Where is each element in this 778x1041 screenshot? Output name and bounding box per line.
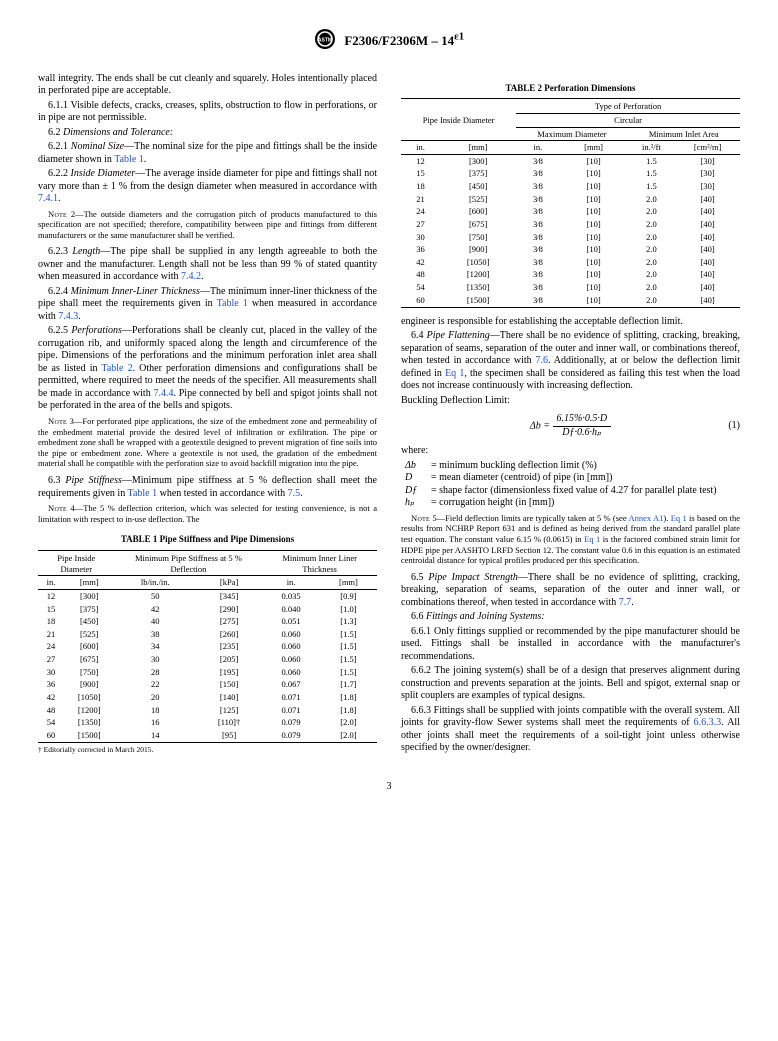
table2-title: TABLE 2 Perforation Dimensions <box>401 83 740 94</box>
designation-title: F2306/F2306M – 14ε1 <box>344 33 464 49</box>
table-row: 36[900]22[150]0.067[1.7] <box>38 678 377 691</box>
table-row: 12[300]3⁄8[10]1.5[30] <box>401 154 740 167</box>
link-table1-b[interactable]: Table 1 <box>217 298 248 309</box>
table1-wrap: TABLE 1 Pipe Stiffness and Pipe Dimensio… <box>38 534 377 754</box>
table-row: 42[1050]20[140]0.071[1.8] <box>38 691 377 704</box>
page-number: 3 <box>38 781 740 794</box>
para-621: 6.2.1 Nominal Size—The nominal size for … <box>38 141 377 166</box>
svg-text:ASTM: ASTM <box>318 38 332 44</box>
sec-62: 6.2 Dimensions and Tolerance: <box>38 127 377 140</box>
table-row: 24[600]3⁄8[10]2.0[40] <box>401 205 740 218</box>
note-2: Note 2—The outside diameters and the cor… <box>38 209 377 241</box>
link-743[interactable]: 7.4.3 <box>58 311 78 322</box>
link-table1-c[interactable]: Table 1 <box>128 488 158 499</box>
astm-logo: ASTM <box>314 28 336 55</box>
table-row: 30[750]3⁄8[10]2.0[40] <box>401 231 740 244</box>
para-662: 6.6.2 The joining system(s) shall be of … <box>401 665 740 703</box>
table-row: 15[375]42[290]0.040[1.0] <box>38 603 377 616</box>
table-row: 18[450]40[275]0.051[1.3] <box>38 615 377 628</box>
table-row: 54[1350]3⁄8[10]2.0[40] <box>401 281 740 294</box>
para-663: 6.6.3 Fittings shall be supplied with jo… <box>401 705 740 755</box>
table-row: 30[750]28[195]0.060[1.5] <box>38 666 377 679</box>
link-table2[interactable]: Table 2 <box>101 363 132 374</box>
table-row: 27[675]30[205]0.060[1.5] <box>38 653 377 666</box>
link-eq1-c[interactable]: Eq 1 <box>584 534 600 544</box>
note-5: Note 5—Field deflection limits are typic… <box>401 513 740 566</box>
table-row: 42[1050]3⁄8[10]2.0[40] <box>401 256 740 269</box>
para-eng: engineer is responsible for establishing… <box>401 316 740 329</box>
para-wall: wall integrity. The ends shall be cut cl… <box>38 73 377 98</box>
table-row: 48[1200]3⁄8[10]2.0[40] <box>401 268 740 281</box>
link-742[interactable]: 7.4.2 <box>181 271 201 282</box>
table-row: 21[525]38[260]0.060[1.5] <box>38 628 377 641</box>
table-row: 60[1500]14[95]0.079[2.0] <box>38 729 377 742</box>
para-65: 6.5 Pipe Impact Strength—There shall be … <box>401 572 740 610</box>
equation-1: Δb = 6.15%·0.5·D Dƒ·0.6·hₚ (1) <box>401 413 740 439</box>
para-625: 6.2.5 Perforations—Perforations shall be… <box>38 325 377 413</box>
table-row: 36[900]3⁄8[10]2.0[40] <box>401 243 740 256</box>
para-624: 6.2.4 Minimum Inner-Liner Thickness—The … <box>38 286 377 324</box>
table1: Pipe Inside Diameter Minimum Pipe Stiffn… <box>38 550 377 743</box>
table1-title: TABLE 1 Pipe Stiffness and Pipe Dimensio… <box>38 534 377 545</box>
page-header: ASTM F2306/F2306M – 14ε1 <box>38 28 740 55</box>
link-76[interactable]: 7.6 <box>535 355 548 366</box>
table-row: 54[1350]16[110]†0.079[2.0] <box>38 716 377 729</box>
link-77[interactable]: 7.7 <box>619 597 632 608</box>
table-row: 18[450]3⁄8[10]1.5[30] <box>401 180 740 193</box>
link-eq1[interactable]: Eq 1 <box>445 368 464 379</box>
table-row: 60[1500]3⁄8[10]2.0[40] <box>401 294 740 307</box>
link-eq1-b[interactable]: Eq 1 <box>671 513 687 523</box>
para-611: 6.1.1 Visible defects, cracks, creases, … <box>38 100 377 125</box>
sec-66: 6.6 Fittings and Joining Systems: <box>401 611 740 624</box>
where-table: Δb= minimum buckling deflection limit (%… <box>401 460 740 510</box>
link-75[interactable]: 7.5 <box>288 488 301 499</box>
link-741[interactable]: 7.4.1 <box>38 193 58 204</box>
note-3: Note 3—For perforated pipe applications,… <box>38 416 377 469</box>
para-64: 6.4 Pipe Flattening—There shall be no ev… <box>401 330 740 393</box>
para-63: 6.3 Pipe Stiffness—Minimum pipe stiffnes… <box>38 475 377 500</box>
link-annex-a1[interactable]: Annex A1 <box>628 513 663 523</box>
table-row: 15[375]3⁄8[10]1.5[30] <box>401 167 740 180</box>
para-661: 6.6.1 Only fittings supplied or recommen… <box>401 626 740 664</box>
para-622: 6.2.2 Inside Diameter—The average inside… <box>38 168 377 206</box>
table2-wrap: TABLE 2 Perforation Dimensions Pipe Insi… <box>401 83 740 308</box>
table2: Pipe Inside Diameter Type of Perforation… <box>401 98 740 308</box>
link-table1[interactable]: Table 1 <box>114 154 144 165</box>
link-6633[interactable]: 6.6.3.3 <box>694 717 722 728</box>
note-4: Note 4—The 5 % deflection criterion, whi… <box>38 503 377 524</box>
where-label: where: <box>401 445 740 458</box>
para-623: 6.2.3 Length—The pipe shall be supplied … <box>38 246 377 284</box>
link-744[interactable]: 7.4.4 <box>153 388 173 399</box>
table-row: 27[675]3⁄8[10]2.0[40] <box>401 218 740 231</box>
table-row: 48[1200]18[125]0.071[1.8] <box>38 704 377 717</box>
buckling-label: Buckling Deflection Limit: <box>401 395 740 408</box>
table-row: 24[600]34[235]0.060[1.5] <box>38 640 377 653</box>
table-row: 21[525]3⁄8[10]2.0[40] <box>401 193 740 206</box>
table-row: 12[300]50[345]0.035[0.9] <box>38 589 377 602</box>
table1-footnote: † Editorially corrected in March 2015. <box>38 745 377 754</box>
